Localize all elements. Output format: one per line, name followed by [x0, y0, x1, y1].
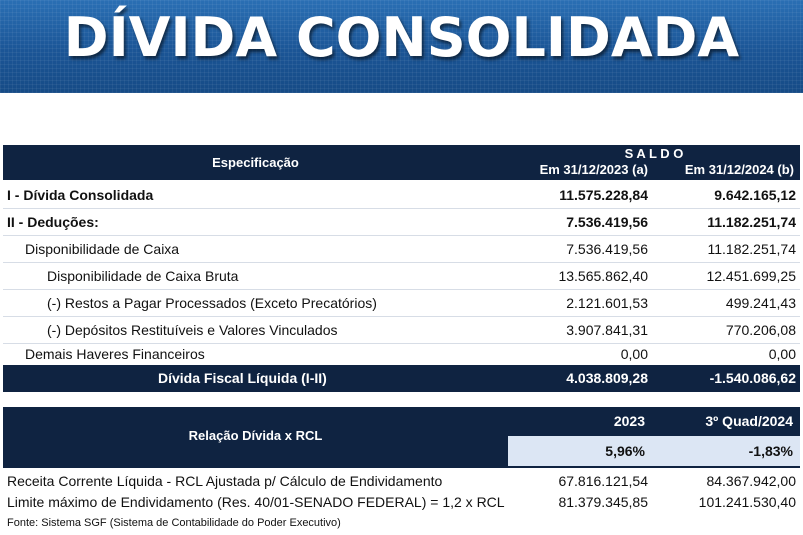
row-value-a: 0,00: [620, 346, 648, 362]
row-value-a: 81.379.345,85: [558, 494, 648, 510]
ratio-header-right: 2023 3º Quad/2024: [508, 407, 800, 436]
row-value-b: 770.206,08: [725, 322, 796, 338]
table-row: (-) Depósitos Restituíveis e Valores Vin…: [3, 317, 800, 344]
table-row: Demais Haveres Financeiros 0,00 0,00: [3, 342, 800, 369]
row-value-b: 499.241,43: [725, 295, 796, 311]
row-value-b: 0,00: [768, 346, 796, 362]
table-header: Especificação S A L D O Em 31/12/2023 (a…: [3, 145, 800, 180]
table-row: Disponibilidade de Caixa Bruta 13.565.86…: [3, 263, 800, 290]
source-note: Fonte: Sistema SGF (Sistema de Contabili…: [7, 517, 341, 529]
row-label: (-) Depósitos Restituíveis e Valores Vin…: [47, 322, 338, 338]
row-value-a: 13.565.862,40: [558, 268, 648, 284]
row-value-b: 11.182.251,74: [707, 214, 796, 230]
pct-value-b: -1,83%: [748, 443, 793, 459]
row-label: Disponibilidade de Caixa Bruta: [47, 268, 239, 284]
col-b-header: Em 31/12/2024 (b): [684, 162, 794, 177]
row-divider: [3, 235, 800, 236]
title-banner: DÍVIDA CONSOLIDADA: [0, 0, 803, 93]
ratio-header-left: Relação Dívida x RCL: [3, 407, 508, 466]
row-divider: [3, 316, 800, 317]
table-row: II - Deduções: 7.536.419,56 11.182.251,7…: [3, 209, 800, 236]
row-label: Receita Corrente Líquida - RCL Ajustada …: [7, 473, 443, 489]
row-value-a: 3.907.841,31: [566, 322, 648, 338]
spec-header: Especificação: [212, 155, 299, 170]
row-divider: [3, 262, 800, 263]
total-label: Dívida Fiscal Líquida (I-II): [158, 370, 327, 386]
table-row: Limite máximo de Endividamento (Res. 40/…: [3, 490, 800, 517]
row-label: I - Dívida Consolidada: [7, 187, 154, 203]
pct-value-a: 5,96%: [605, 443, 645, 459]
ratio-divider: [3, 466, 800, 468]
row-value-b: 84.367.942,00: [706, 473, 796, 489]
row-value-b: 11.182.251,74: [707, 241, 797, 257]
saldo-header: S A L D O: [624, 146, 684, 161]
row-value-a: 11.575.228,84: [559, 187, 648, 203]
page-title: DÍVIDA CONSOLIDADA: [63, 6, 740, 69]
row-value-a: 67.816.121,54: [558, 473, 648, 489]
row-value-b: 101.241.530,40: [698, 494, 796, 510]
ratio-col-b-header: 3º Quad/2024: [705, 413, 793, 429]
col-a-header: Em 31/12/2023 (a): [539, 162, 648, 177]
total-value-a: 4.038.809,28: [566, 370, 648, 386]
row-divider: [3, 343, 800, 344]
table-row: Disponibilidade de Caixa 7.536.419,56 11…: [3, 236, 800, 263]
total-row: Dívida Fiscal Líquida (I-II) 4.038.809,2…: [3, 365, 800, 392]
row-label: (-) Restos a Pagar Processados (Exceto P…: [47, 295, 377, 311]
row-value-a: 7.536.419,56: [566, 214, 648, 230]
row-value-b: 9.642.165,12: [714, 187, 796, 203]
row-value-a: 7.536.419,56: [566, 241, 648, 257]
row-label: Demais Haveres Financeiros: [25, 346, 205, 362]
table-row: (-) Restos a Pagar Processados (Exceto P…: [3, 290, 800, 317]
row-value-a: 2.121.601,53: [566, 295, 648, 311]
row-label: Limite máximo de Endividamento (Res. 40/…: [7, 494, 505, 510]
pct-row: 5,96% -1,83%: [508, 436, 800, 466]
row-value-b: 12.451.699,25: [706, 268, 796, 284]
table-row: Receita Corrente Líquida - RCL Ajustada …: [3, 469, 800, 496]
ratio-col-a-header: 2023: [613, 413, 645, 429]
row-divider: [3, 208, 800, 209]
ratio-header: Relação Dívida x RCL: [188, 428, 323, 443]
table-row: I - Dívida Consolidada 11.575.228,84 9.6…: [3, 182, 800, 209]
row-label: Disponibilidade de Caixa: [25, 241, 180, 257]
total-value-b: -1.540.086,62: [709, 370, 796, 386]
row-label: II - Deduções:: [7, 214, 99, 230]
row-divider: [3, 289, 800, 290]
